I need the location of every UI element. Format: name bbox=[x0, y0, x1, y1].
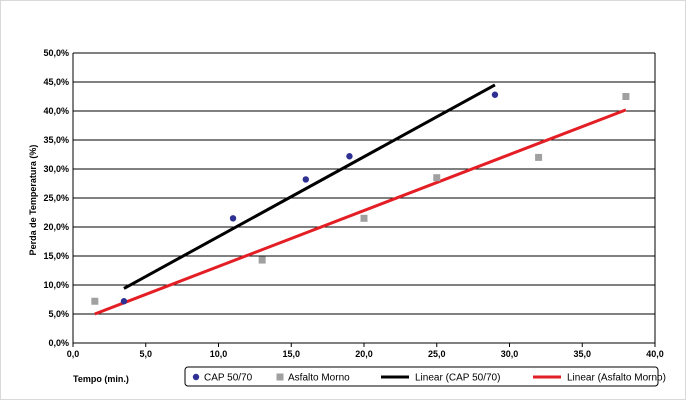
legend-label: Linear (CAP 50/70) bbox=[415, 373, 500, 384]
data-points bbox=[91, 91, 630, 305]
data-point-circle bbox=[120, 298, 128, 305]
legend-marker-circle bbox=[192, 373, 200, 381]
legend-label: Asfalto Morno bbox=[288, 373, 350, 384]
legend: CAP 50/70 Asfalto Morno Linear (CAP 50/70)… bbox=[184, 366, 666, 387]
x-tick-label: 25,0 bbox=[428, 349, 446, 359]
x-tick-label: 15,0 bbox=[282, 349, 300, 359]
y-tick-label: 10,0% bbox=[43, 280, 69, 290]
grid bbox=[73, 52, 655, 344]
data-point-square bbox=[91, 297, 99, 305]
data-point-square bbox=[535, 153, 543, 161]
y-tick-labels: 0,0% 5,0% 10,0% 15,0% 20,0% 25,0% 30,0% 35,0% 40… bbox=[43, 48, 69, 348]
trend-line-2 bbox=[123, 83, 496, 290]
legend-box bbox=[184, 366, 659, 387]
data-point-square bbox=[360, 214, 368, 222]
x-axis-label: Tempo (min.) bbox=[73, 374, 129, 384]
x-tick-label: 40,0 bbox=[646, 349, 664, 359]
x-tick-label: 10,0 bbox=[210, 349, 228, 359]
data-point-circle bbox=[346, 153, 353, 160]
y-tick-label: 20,0% bbox=[43, 222, 69, 232]
data-point-square bbox=[433, 174, 441, 182]
x-tick-label: 30,0 bbox=[501, 349, 519, 359]
axes bbox=[72, 53, 656, 347]
y-tick-label: 50,0% bbox=[43, 48, 69, 58]
y-tick-label: 5,0% bbox=[48, 309, 69, 319]
data-point-circle bbox=[302, 176, 309, 183]
x-tick-label: 20,0 bbox=[355, 349, 373, 359]
y-tick-label: 45,0% bbox=[43, 77, 69, 87]
y-tick-label: 35,0% bbox=[43, 135, 69, 145]
x-tick-label: 0,0 bbox=[67, 349, 80, 359]
y-tick-label: 40,0% bbox=[43, 106, 69, 116]
data-point-square bbox=[622, 93, 630, 100]
data-point-circle bbox=[229, 215, 237, 222]
x-tick-label: 5,0 bbox=[139, 349, 152, 359]
y-tick-label: 25,0% bbox=[43, 193, 69, 203]
trend-lines bbox=[94, 83, 627, 316]
legend-marker-square bbox=[276, 373, 284, 381]
x-tick-labels: 0,0 5,0 10,0 15,0 20,0 25,0 30,0 35,0 40,0 bbox=[67, 349, 664, 359]
y-tick-label: 15,0% bbox=[43, 251, 69, 261]
legend-label: CAP 50/70 bbox=[204, 373, 253, 384]
y-axis-label: Perda de Temperatura (%) bbox=[28, 145, 38, 256]
y-tick-label: 30,0% bbox=[43, 164, 69, 174]
data-point-square bbox=[258, 256, 266, 264]
trend-line-3 bbox=[94, 108, 627, 316]
y-tick-label: 0,0% bbox=[48, 338, 69, 348]
x-tick-label: 35,0 bbox=[573, 349, 591, 359]
data-point-circle bbox=[491, 91, 499, 98]
legend-label: Linear (Asfalto Morno) bbox=[567, 373, 666, 384]
